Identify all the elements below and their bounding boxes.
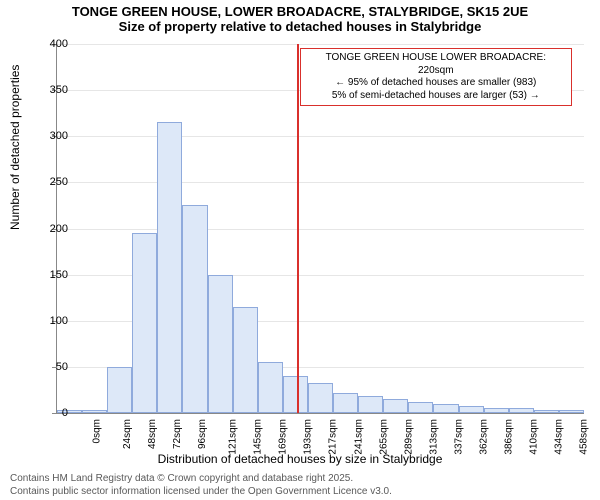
xtick-label: 434sqm (554, 419, 565, 455)
histogram-bar (208, 275, 233, 413)
xtick-label: 72sqm (172, 419, 183, 449)
ytick-label: 250 (28, 176, 68, 188)
annotation-line: 5% of semi-detached houses are larger (5… (307, 90, 565, 103)
xtick-label: 48sqm (147, 419, 158, 449)
histogram-bar (509, 408, 534, 413)
xtick-label: 145sqm (253, 419, 264, 455)
ytick-label: 100 (28, 315, 68, 327)
plot-area: TONGE GREEN HOUSE LOWER BROADACRE: 220sq… (56, 44, 584, 414)
annotation-box: TONGE GREEN HOUSE LOWER BROADACRE: 220sq… (300, 48, 572, 106)
attribution-text: Contains HM Land Registry data © Crown c… (10, 473, 392, 498)
histogram-bar (182, 205, 207, 413)
histogram-bar (258, 362, 283, 413)
histogram-bar (484, 408, 509, 413)
histogram-bar (433, 404, 458, 413)
xtick-label: 121sqm (228, 419, 239, 455)
title-block: TONGE GREEN HOUSE, LOWER BROADACRE, STAL… (0, 4, 600, 34)
xtick-label: 337sqm (453, 419, 464, 455)
chart-container: TONGE GREEN HOUSE, LOWER BROADACRE, STAL… (0, 0, 600, 500)
histogram-bar (534, 410, 559, 413)
ytick-label: 0 (28, 407, 68, 419)
ytick-label: 200 (28, 223, 68, 235)
y-axis-label: Number of detached properties (8, 65, 22, 230)
xtick-label: 458sqm (579, 419, 590, 455)
annotation-line: TONGE GREEN HOUSE LOWER BROADACRE: 220sq… (307, 52, 565, 77)
xtick-label: 313sqm (428, 419, 439, 455)
xtick-label: 241sqm (353, 419, 364, 455)
histogram-bar (132, 233, 157, 413)
histogram-bar (82, 410, 107, 413)
xtick-label: 0sqm (91, 419, 102, 443)
histogram-bar (358, 396, 383, 413)
xtick-label: 265sqm (378, 419, 389, 455)
xtick-label: 410sqm (529, 419, 540, 455)
histogram-bar (333, 393, 358, 413)
histogram-bar (107, 367, 132, 413)
gridline (57, 136, 584, 137)
gridline (57, 44, 584, 45)
chart-title-main: TONGE GREEN HOUSE, LOWER BROADACRE, STAL… (0, 4, 600, 19)
histogram-bar (408, 402, 433, 413)
xtick-label: 386sqm (504, 419, 515, 455)
ytick-label: 300 (28, 130, 68, 142)
xtick-label: 362sqm (479, 419, 490, 455)
ytick-label: 400 (28, 38, 68, 50)
histogram-bar (383, 399, 408, 413)
chart-title-sub: Size of property relative to detached ho… (0, 19, 600, 34)
histogram-bar (233, 307, 258, 413)
ytick-label: 150 (28, 269, 68, 281)
histogram-bar (459, 406, 484, 413)
attribution-line1: Contains HM Land Registry data © Crown c… (10, 473, 392, 486)
xtick-label: 289sqm (403, 419, 414, 455)
xtick-label: 96sqm (197, 419, 208, 449)
xtick-label: 169sqm (278, 419, 289, 455)
marker-line (297, 44, 299, 413)
ytick-label: 350 (28, 84, 68, 96)
histogram-bar (283, 376, 308, 413)
gridline (57, 182, 584, 183)
annotation-line: ← 95% of detached houses are smaller (98… (307, 77, 565, 90)
attribution-line2: Contains public sector information licen… (10, 486, 392, 499)
histogram-bar (559, 410, 584, 413)
ytick-label: 50 (28, 361, 68, 373)
xtick-label: 193sqm (303, 419, 314, 455)
histogram-bar (308, 383, 333, 413)
gridline (57, 229, 584, 230)
xtick-label: 217sqm (328, 419, 339, 455)
histogram-bar (157, 122, 182, 413)
xtick-label: 24sqm (122, 419, 133, 449)
